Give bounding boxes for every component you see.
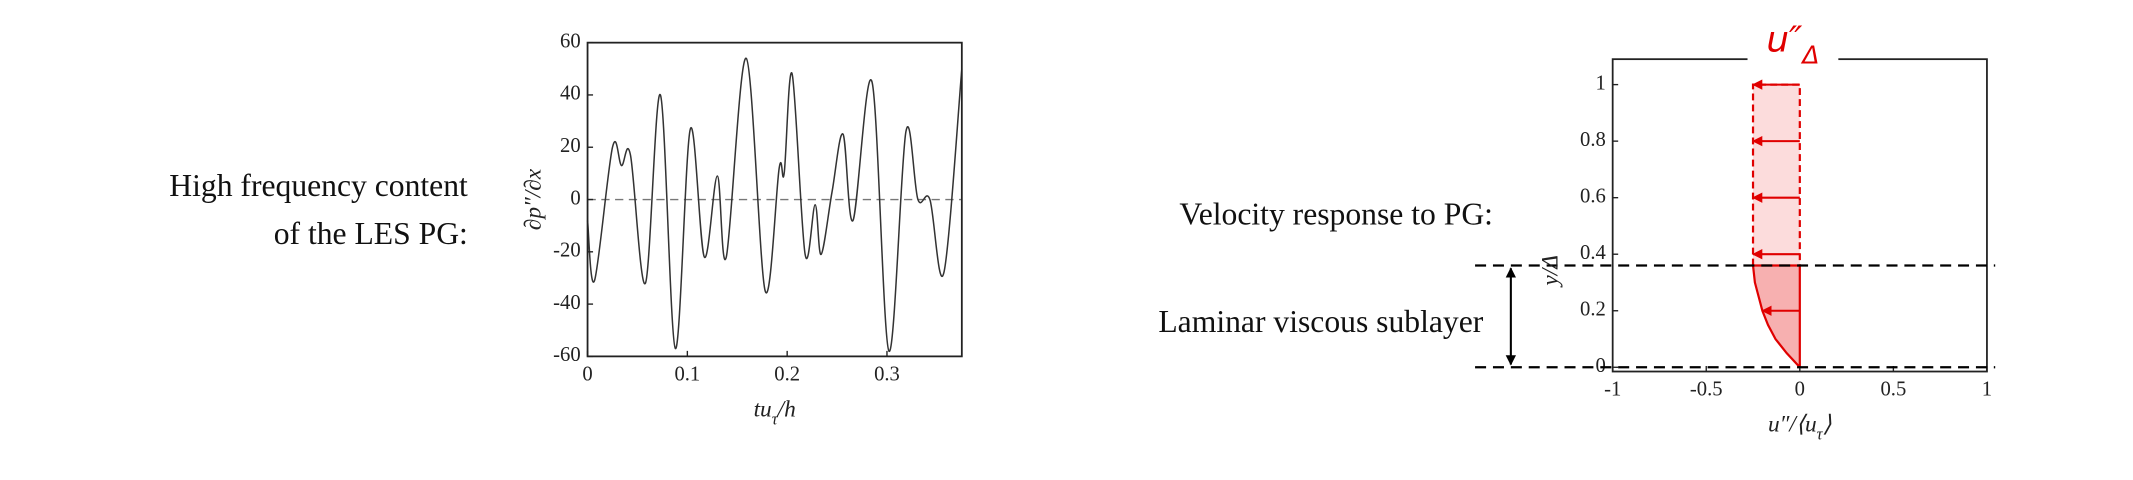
- chart-title-part: Δ: [1800, 40, 1819, 69]
- y-tick-label: 0.6: [1580, 185, 1606, 207]
- y-tick-label: 20: [560, 135, 581, 157]
- annotation: of the LES PG:: [274, 216, 468, 251]
- x-axis-label-part: u″/⟨u: [1768, 412, 1817, 438]
- x-tick-label: 0.2: [774, 363, 800, 385]
- x-tick-label: 0.1: [674, 363, 700, 385]
- x-axis-label-part: τ: [1817, 425, 1824, 444]
- x-tick-label: 0.5: [1880, 379, 1906, 401]
- x-axis-label: u″/⟨uτ⟩: [1768, 412, 1832, 444]
- x-tick-label: 0.3: [874, 363, 900, 385]
- sublayer-profile: [1751, 264, 1801, 369]
- y-tick-label: 0.4: [1580, 242, 1606, 264]
- y-tick-label: 1: [1595, 72, 1605, 94]
- x-tick-label: 0: [1795, 379, 1805, 401]
- x-axis-label-part: τ: [772, 410, 779, 429]
- response-region: [1753, 84, 1800, 266]
- y-tick-label: -60: [553, 344, 581, 366]
- y-tick-label: -40: [553, 292, 581, 314]
- y-tick-label: 40: [560, 83, 581, 105]
- x-tick-label: -1: [1604, 379, 1621, 401]
- signal-line: [586, 57, 963, 352]
- x-axis-label-part: ⟩: [1823, 412, 1832, 438]
- x-axis-label-part: /h: [776, 397, 796, 423]
- x-tick-label: 0: [582, 363, 592, 385]
- x-tick-label: -0.5: [1690, 379, 1723, 401]
- x-axis-label: tuτ/h: [754, 397, 796, 429]
- y-tick-label: 60: [560, 30, 581, 52]
- y-tick-label: -20: [553, 240, 581, 262]
- y-tick-label: 0: [570, 187, 580, 209]
- y-axis-label: ∂p″/∂x: [521, 168, 547, 230]
- title-gap: [1747, 55, 1839, 64]
- chart-title: u″Δ: [1766, 19, 1819, 69]
- x-axis-label-part: tu: [754, 397, 772, 423]
- chart-title-part: u″: [1766, 19, 1803, 60]
- y-tick-label: 0.2: [1580, 298, 1606, 320]
- y-axis-label: y/Δ: [1538, 255, 1564, 288]
- y-tick-label: 0.8: [1580, 129, 1606, 151]
- figure-body: High frequency content of the LES PG: 0 0.1…: [169, 19, 1996, 444]
- annotation: Laminar viscous sublayer: [1158, 304, 1483, 339]
- y-tick-label: 0: [1595, 355, 1605, 377]
- sublayer-fill: [1753, 265, 1800, 368]
- annotation: High frequency content: [169, 168, 468, 203]
- x-tick-label: 1: [1982, 379, 1992, 401]
- annotation: Velocity response to PG:: [1179, 197, 1493, 232]
